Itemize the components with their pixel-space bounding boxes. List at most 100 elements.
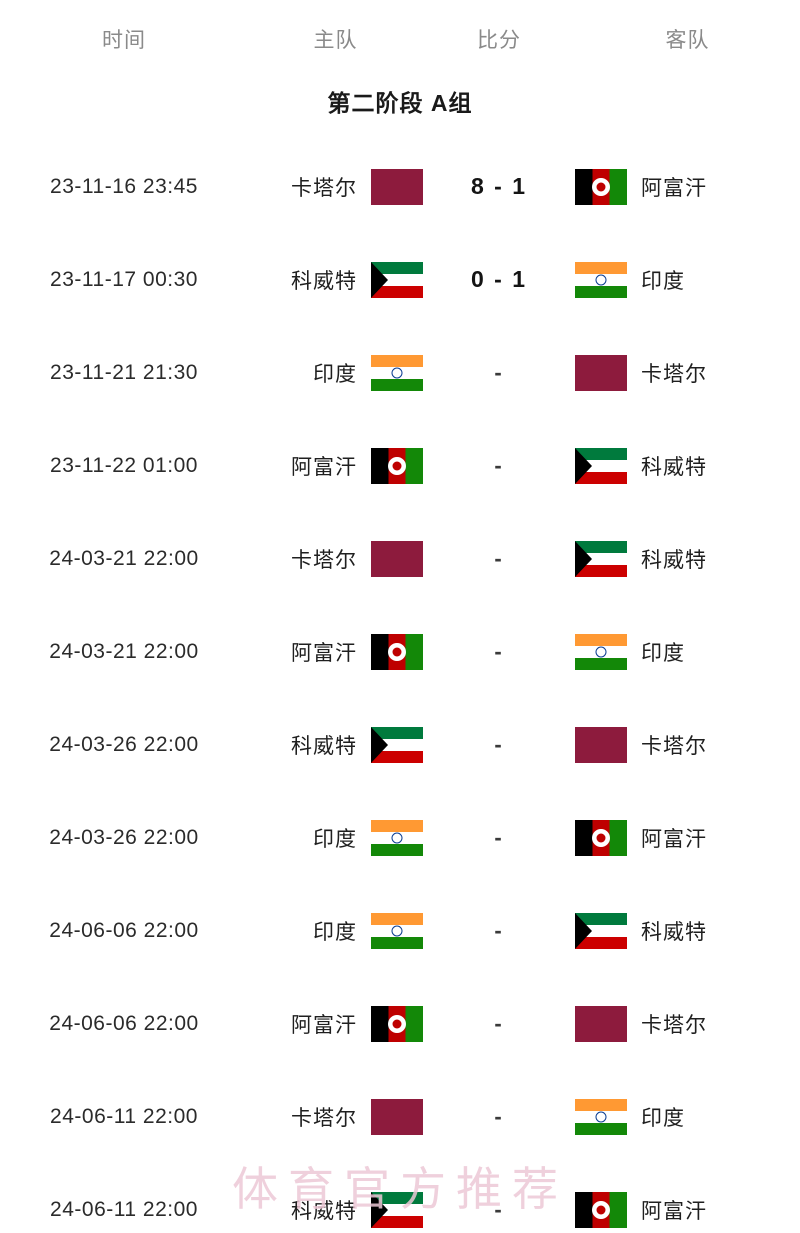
away-team[interactable]: 印度 — [575, 261, 800, 298]
match-list: 23-11-16 23:45 卡塔尔 8 - 1 阿富汗 23-11-17 00:30 科… — [0, 140, 800, 1233]
flag-emblem — [592, 177, 610, 196]
flag-emblem — [388, 1014, 406, 1033]
home-team[interactable]: 科威特 — [248, 726, 423, 763]
column-header-time: 时间 — [102, 29, 146, 52]
home-team-name: 科威特 — [291, 734, 357, 758]
flag-kuwait-icon — [575, 447, 627, 484]
away-team-name: 印度 — [641, 1106, 685, 1130]
match-score: - — [494, 1196, 504, 1222]
away-team[interactable]: 卡塔尔 — [575, 726, 800, 763]
match-row[interactable]: 24-06-11 22:00 卡塔尔 - 印度 — [0, 1070, 800, 1163]
match-score: - — [494, 359, 504, 385]
home-team[interactable]: 卡塔尔 — [248, 1098, 423, 1135]
away-team[interactable]: 卡塔尔 — [575, 354, 800, 391]
match-time: 23-11-21 21:30 — [50, 360, 198, 384]
match-row[interactable]: 24-06-06 22:00 印度 - 科威特 — [0, 884, 800, 977]
flag-afghanistan-icon — [371, 1005, 423, 1042]
flag-kuwait-icon — [371, 261, 423, 298]
home-team[interactable]: 印度 — [248, 354, 423, 391]
away-team[interactable]: 印度 — [575, 1098, 800, 1135]
ashoka-chakra-icon — [595, 1111, 607, 1122]
flag-afghanistan-icon — [371, 447, 423, 484]
home-team-name: 印度 — [313, 827, 357, 851]
match-score: - — [494, 731, 504, 757]
home-team-name: 卡塔尔 — [291, 548, 357, 572]
flag-emblem — [388, 456, 406, 475]
match-score: - — [494, 545, 504, 571]
home-team[interactable]: 阿富汗 — [248, 447, 423, 484]
flag-qatar-icon — [371, 1098, 423, 1135]
match-time: 24-03-21 22:00 — [49, 546, 199, 570]
home-team[interactable]: 印度 — [248, 819, 423, 856]
home-team-name: 印度 — [313, 362, 357, 386]
match-row[interactable]: 23-11-17 00:30 科威特 0 - 1 印度 — [0, 233, 800, 326]
away-team-name: 卡塔尔 — [641, 362, 707, 386]
away-team[interactable]: 阿富汗 — [575, 1191, 800, 1228]
match-row[interactable]: 24-03-21 22:00 卡塔尔 - 科威特 — [0, 512, 800, 605]
away-team-name: 卡塔尔 — [641, 734, 707, 758]
home-team[interactable]: 阿富汗 — [248, 633, 423, 670]
home-team[interactable]: 科威特 — [248, 1191, 423, 1228]
group-title: 第二阶段 A组 — [327, 90, 473, 116]
match-time: 23-11-17 00:30 — [50, 267, 198, 291]
home-team[interactable]: 阿富汗 — [248, 1005, 423, 1042]
ashoka-chakra-icon — [391, 367, 403, 378]
home-team-name: 卡塔尔 — [291, 1106, 357, 1130]
flag-india-icon — [575, 633, 627, 670]
match-score: - — [494, 917, 504, 943]
home-team[interactable]: 卡塔尔 — [248, 540, 423, 577]
match-time: 24-03-21 22:00 — [49, 639, 199, 663]
match-row[interactable]: 24-06-06 22:00 阿富汗 - 卡塔尔 — [0, 977, 800, 1070]
home-team[interactable]: 印度 — [248, 912, 423, 949]
flag-qatar-icon — [371, 540, 423, 577]
ashoka-chakra-icon — [391, 925, 403, 936]
away-team[interactable]: 阿富汗 — [575, 168, 800, 205]
match-score: - — [494, 1103, 504, 1129]
ashoka-chakra-icon — [595, 646, 607, 657]
match-row[interactable]: 23-11-16 23:45 卡塔尔 8 - 1 阿富汗 — [0, 140, 800, 233]
match-time: 23-11-16 23:45 — [50, 174, 198, 198]
match-time: 23-11-22 01:00 — [50, 453, 198, 477]
ashoka-chakra-icon — [391, 832, 403, 843]
flag-kuwait-icon — [575, 912, 627, 949]
home-team[interactable]: 卡塔尔 — [248, 168, 423, 205]
away-team-name: 科威特 — [641, 548, 707, 572]
match-row[interactable]: 24-03-26 22:00 印度 - 阿富汗 — [0, 791, 800, 884]
match-time: 24-06-06 22:00 — [49, 918, 199, 942]
flag-qatar-icon — [575, 354, 627, 391]
away-team[interactable]: 卡塔尔 — [575, 1005, 800, 1042]
flag-india-icon — [575, 261, 627, 298]
away-team-name: 阿富汗 — [641, 1199, 707, 1223]
flag-qatar-icon — [371, 168, 423, 205]
away-team[interactable]: 科威特 — [575, 540, 800, 577]
ashoka-chakra-icon — [595, 274, 607, 285]
home-team-name: 阿富汗 — [291, 455, 357, 479]
match-row[interactable]: 24-06-11 22:00 科威特 - 阿富汗 — [0, 1163, 800, 1233]
match-score: 8 - 1 — [470, 173, 528, 199]
flag-emblem — [592, 1200, 610, 1219]
match-score: - — [494, 452, 504, 478]
match-row[interactable]: 23-11-22 01:00 阿富汗 - 科威特 — [0, 419, 800, 512]
flag-qatar-icon — [575, 1005, 627, 1042]
away-team[interactable]: 印度 — [575, 633, 800, 670]
away-team-name: 阿富汗 — [641, 827, 707, 851]
match-time: 24-03-26 22:00 — [49, 825, 199, 849]
flag-afghanistan-icon — [575, 819, 627, 856]
match-row[interactable]: 24-03-26 22:00 科威特 - 卡塔尔 — [0, 698, 800, 791]
away-team[interactable]: 阿富汗 — [575, 819, 800, 856]
home-team-name: 卡塔尔 — [291, 176, 357, 200]
away-team-name: 印度 — [641, 269, 685, 293]
flag-emblem — [592, 828, 610, 847]
home-team[interactable]: 科威特 — [248, 261, 423, 298]
table-header: 时间 主队 比分 客队 — [0, 0, 800, 78]
flag-kuwait-icon — [575, 540, 627, 577]
away-team-name: 科威特 — [641, 455, 707, 479]
match-row[interactable]: 24-03-21 22:00 阿富汗 - 印度 — [0, 605, 800, 698]
match-row[interactable]: 23-11-21 21:30 印度 - 卡塔尔 — [0, 326, 800, 419]
away-team[interactable]: 科威特 — [575, 912, 800, 949]
match-score: 0 - 1 — [470, 266, 528, 292]
home-team-name: 阿富汗 — [291, 641, 357, 665]
away-team[interactable]: 科威特 — [575, 447, 800, 484]
flag-india-icon — [371, 819, 423, 856]
match-time: 24-06-11 22:00 — [50, 1104, 198, 1128]
